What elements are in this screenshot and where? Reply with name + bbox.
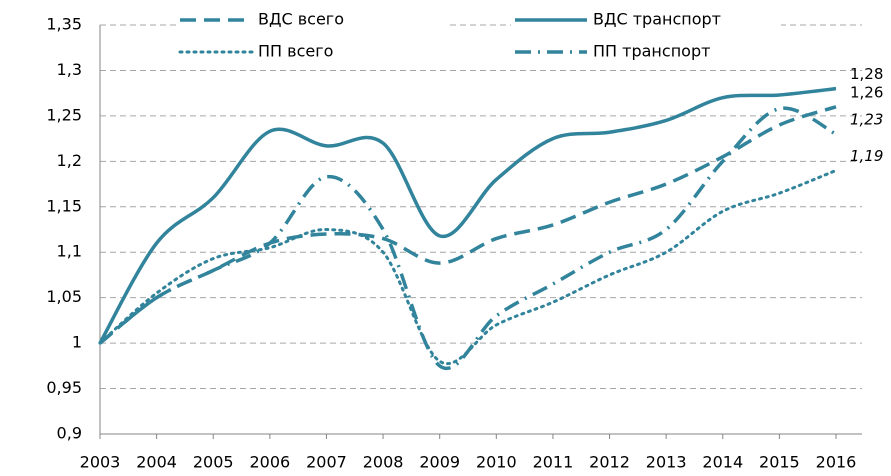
y-tick-label: 1,35 <box>46 15 82 34</box>
x-tick-label: 2006 <box>249 453 290 472</box>
y-tick-label: 1,3 <box>57 60 82 79</box>
y-tick-label: 1,05 <box>46 287 82 306</box>
series-line <box>98 106 837 370</box>
y-tick-label: 1,1 <box>57 242 82 261</box>
series-line <box>98 168 838 365</box>
y-tick-label: 0,95 <box>46 378 82 397</box>
x-tick-label: 2012 <box>589 453 630 472</box>
x-tick-label: 2005 <box>193 453 234 472</box>
x-tick-label: 2013 <box>646 453 687 472</box>
data-label: 1,23 <box>850 111 883 129</box>
y-tick-label: 0,9 <box>57 424 82 443</box>
x-tick-label: 2009 <box>419 453 460 472</box>
x-tick-label: 2003 <box>80 453 121 472</box>
x-tick-label: 2015 <box>759 453 800 472</box>
x-tick-label: 2007 <box>306 453 347 472</box>
data-label: 1,26 <box>850 83 883 101</box>
data-label: 1,28 <box>850 65 883 83</box>
series-line <box>98 105 837 345</box>
data-label: 1,19 <box>850 147 883 165</box>
legend-label: ПП всего <box>258 42 333 61</box>
x-tick-label: 2008 <box>363 453 404 472</box>
x-tick-label: 2010 <box>476 453 517 472</box>
x-tick-label: 2011 <box>533 453 574 472</box>
legend-bg <box>176 8 446 32</box>
series-line <box>98 86 837 344</box>
y-tick-label: 1 <box>72 333 82 352</box>
y-tick-label: 1,2 <box>57 151 82 170</box>
x-tick-label: 2016 <box>816 453 857 472</box>
legend-label: ВДС всего <box>258 10 344 29</box>
legend-label: ПП транспорт <box>593 42 710 61</box>
legend-label: ВДС транспорт <box>593 10 721 29</box>
x-tick-label: 2004 <box>136 453 177 472</box>
y-tick-label: 1,25 <box>46 105 82 124</box>
x-tick-label: 2014 <box>702 453 743 472</box>
y-tick-label: 1,15 <box>46 196 82 215</box>
